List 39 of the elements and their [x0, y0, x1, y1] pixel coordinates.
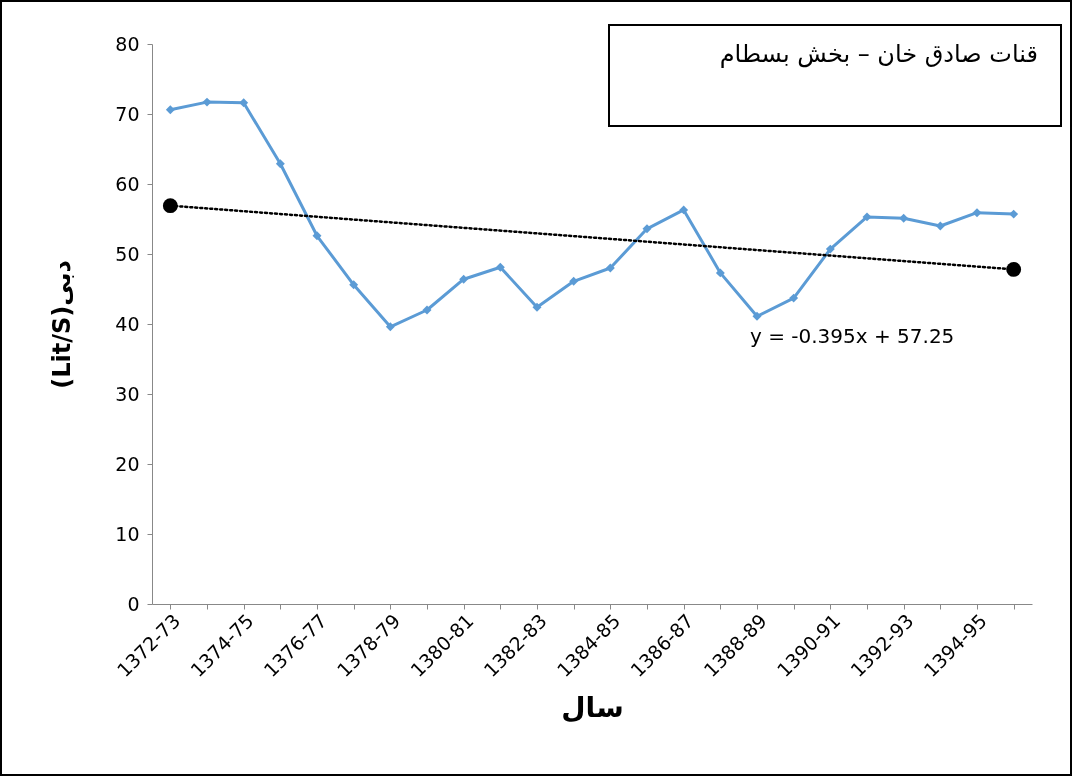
y-tick-label: 20	[115, 452, 140, 475]
point	[569, 276, 579, 286]
point	[532, 302, 542, 312]
point	[422, 305, 432, 315]
y-tick-label: 30	[115, 382, 140, 405]
y-tick-label: 10	[115, 522, 140, 545]
point	[972, 208, 982, 218]
point	[752, 311, 762, 321]
point	[862, 212, 872, 222]
point	[275, 159, 285, 169]
point	[495, 262, 505, 272]
point	[239, 98, 249, 108]
x-axis-title: سال	[561, 691, 624, 725]
point	[679, 205, 689, 215]
point	[202, 97, 212, 107]
y-tick-label: 50	[115, 242, 140, 265]
point	[715, 268, 725, 278]
y-tick-label: 70	[115, 102, 140, 125]
annotation: y = -0.395x + 57.25	[750, 324, 955, 348]
y-tick-label: 40	[115, 312, 140, 335]
chart-title: قنات صادق خان – بخش بسطام	[718, 39, 1039, 70]
y-axis-title: (Lit/S)دبی	[48, 260, 77, 389]
point	[1006, 262, 1022, 277]
point	[899, 213, 909, 223]
point	[459, 274, 469, 284]
point	[1009, 209, 1019, 219]
point	[642, 224, 652, 234]
point	[789, 293, 799, 303]
point	[349, 280, 359, 290]
y-tick-label: 60	[115, 172, 140, 195]
point	[312, 231, 322, 241]
point	[162, 198, 178, 214]
point	[385, 322, 395, 332]
point	[935, 221, 945, 231]
point	[825, 244, 835, 254]
y-tick-label: 80	[115, 32, 140, 55]
y-tick-label: 0	[127, 592, 140, 615]
point	[165, 105, 175, 115]
point	[605, 263, 615, 273]
